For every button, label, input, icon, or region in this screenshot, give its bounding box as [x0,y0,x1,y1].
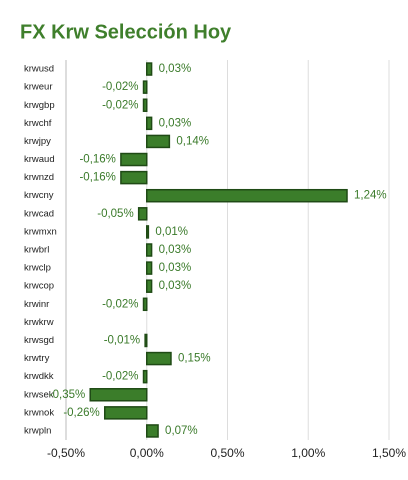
x-tick-label: -0,50% [47,446,85,460]
y-tick-label: krwinr [24,299,49,310]
value-label: 0,03% [159,280,192,292]
y-tick-label: krwchf [24,118,52,129]
y-tick-label: krwnok [24,407,54,418]
bar [89,388,148,402]
y-tick-label: krwusd [24,64,54,75]
value-label: 0,01% [155,226,188,238]
y-tick-label: krwjpy [24,136,51,147]
bar [146,116,153,131]
bar [142,369,148,384]
value-label: -0,02% [102,81,138,93]
y-tick-label: krwclp [24,263,51,274]
bar [146,424,159,438]
chart-title: FX Krw Selección Hoy [20,21,232,43]
bar [142,98,148,112]
y-tick-label: krwtry [24,353,50,364]
y-tick-label: krwkrw [24,317,54,328]
bar [146,134,171,149]
bar [146,188,348,203]
bar [120,170,148,185]
value-label: 0,14% [176,135,209,147]
x-tick-label: 0,50% [210,446,244,460]
bar [146,62,153,76]
x-tick-label: 0,00% [130,446,164,460]
value-label: -0,02% [102,371,138,383]
y-tick-label: krwnzd [24,172,54,183]
value-label: 0,03% [159,262,192,274]
y-tick-label: krwbrl [24,245,49,256]
value-label: -0,02% [102,298,138,310]
value-label: -0,05% [97,208,133,220]
value-label: 0,07% [165,425,198,437]
x-tick-label: 1,50% [372,446,406,460]
value-label: 0,15% [178,353,211,365]
y-tick-label: krwgbp [24,100,55,111]
y-tick-label: krweur [24,82,53,93]
y-tick-label: krwcad [24,208,54,219]
bar [146,225,150,239]
bar [146,243,153,257]
y-tick-label: krwcny [24,190,54,201]
value-label: 0,03% [159,63,192,75]
value-label: 0,03% [159,244,192,256]
x-tick-label: 1,00% [291,446,325,460]
bar [146,279,153,293]
value-label: 0,03% [159,117,192,129]
y-tick-label: krwaud [24,154,55,165]
y-tick-label: krwcop [24,281,54,292]
value-label: 1,24% [354,190,387,202]
bar [142,297,148,312]
y-tick-label: krwmxn [24,226,57,237]
value-label: -0,16% [79,172,115,184]
value-label: -0,02% [102,99,138,111]
y-tick-label: krwsgd [24,335,54,346]
bar [146,351,172,366]
y-tick-label: krwdkk [24,371,54,382]
value-label: -0,01% [104,335,140,347]
bar [104,406,148,420]
bar [142,80,148,94]
bar [144,333,148,348]
value-label: -0,35% [49,389,85,401]
value-label: -0,26% [63,407,99,419]
bar [120,152,148,167]
y-tick-label: krwpln [24,425,51,436]
y-tick-label: krwsek [24,389,54,400]
bar [137,207,148,221]
value-label: -0,16% [79,154,115,166]
bar [146,261,153,275]
